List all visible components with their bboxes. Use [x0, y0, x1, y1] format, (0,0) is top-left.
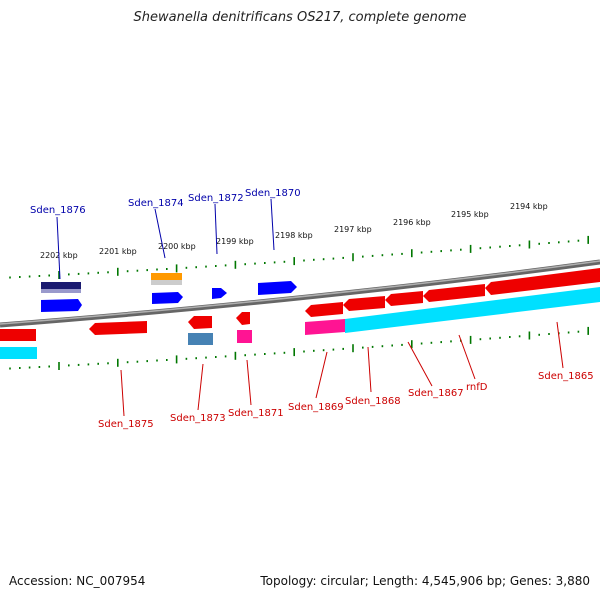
- kbp-label-2198: 2198 kbp: [275, 231, 313, 240]
- gene-sden-1873[interactable]: [188, 316, 212, 329]
- leader-sden-1869: [315, 351, 328, 399]
- label-sden-1868[interactable]: Sden_1868: [345, 396, 401, 407]
- leader-sden-1875: [120, 369, 125, 417]
- kbp-label-2200: 2200 kbp: [158, 242, 196, 251]
- label-sden-1874[interactable]: Sden_1874: [128, 198, 184, 209]
- label-sden-1865[interactable]: Sden_1865: [538, 371, 594, 382]
- kbp-label-2195: 2195 kbp: [451, 210, 489, 219]
- gene-sden-1870[interactable]: [258, 281, 297, 295]
- kbp-label-2197: 2197 kbp: [334, 225, 372, 234]
- label-sden-1871[interactable]: Sden_1871: [228, 408, 284, 419]
- kbp-label-2201: 2201 kbp: [99, 247, 137, 256]
- forward-genes: [0, 268, 600, 341]
- gene-sden-1871[interactable]: [236, 312, 250, 325]
- label-sden-1875[interactable]: Sden_1875: [98, 419, 154, 430]
- leader-sden-1870: [270, 198, 275, 251]
- kbp-label-2199: 2199 kbp: [216, 237, 254, 246]
- leader-sden-1873: [197, 363, 204, 411]
- topology-summary: Topology: circular; Length: 4,545,906 bp…: [260, 574, 590, 588]
- label-sden-1872[interactable]: Sden_1872: [188, 193, 244, 204]
- gene-sden-1869[interactable]: [305, 302, 343, 317]
- genome-title: Shewanella denitrificans OS217, complete…: [133, 10, 467, 25]
- gene-sden-1868[interactable]: [343, 296, 385, 311]
- feature-sden-1871-pink[interactable]: [237, 330, 252, 343]
- leader-sden-1867: [407, 341, 433, 387]
- label-sden-1870[interactable]: Sden_1870: [245, 188, 301, 199]
- leader-rnfd: [458, 334, 476, 380]
- accession-text: Accession: NC_007954: [9, 574, 146, 588]
- leader-sden-1868: [367, 346, 372, 393]
- feature-sden-1874-orange[interactable]: [151, 273, 182, 280]
- label-sden-1867[interactable]: Sden_1867: [408, 388, 464, 399]
- gene-sden-1875[interactable]: [89, 321, 147, 335]
- feature-cyan-left[interactable]: [0, 347, 37, 359]
- gene-sden-1874[interactable]: [152, 292, 183, 304]
- lower-lane-features: [0, 287, 600, 359]
- gene-sden-1867[interactable]: [385, 291, 423, 306]
- kbp-label-2194: 2194 kbp: [510, 202, 548, 211]
- leader-sden-1871: [246, 359, 252, 406]
- gene-left-edge[interactable]: [0, 329, 36, 341]
- label-rnfd[interactable]: rnfD: [466, 382, 488, 393]
- feature-sden-1876-pseudo-shade: [41, 289, 81, 293]
- genome-backbone-highlight: [0, 260, 600, 325]
- feature-sden-1876-pseudo[interactable]: [41, 282, 81, 290]
- leader-sden-1876: [56, 216, 61, 280]
- leader-sden-1865: [556, 321, 564, 369]
- feature-cyan-long[interactable]: [345, 287, 600, 333]
- label-leaders: [56, 198, 564, 417]
- gene-sden-1872[interactable]: [212, 288, 227, 299]
- label-sden-1869[interactable]: Sden_1869: [288, 402, 344, 413]
- gene-rnfd[interactable]: [423, 284, 485, 302]
- gene-sden-1876[interactable]: [41, 299, 82, 312]
- gene-sden-1865[interactable]: [485, 268, 600, 295]
- coordinate-ticks-bottom: [9, 326, 590, 370]
- feature-sden-1873-slate[interactable]: [188, 333, 213, 345]
- kbp-label-2196: 2196 kbp: [393, 218, 431, 227]
- label-sden-1873[interactable]: Sden_1873: [170, 413, 226, 424]
- feature-sden-1874-orange-shade: [151, 280, 182, 285]
- genome-backbone: [0, 259, 600, 328]
- label-sden-1876[interactable]: Sden_1876: [30, 205, 86, 216]
- coordinate-ticks-top: [9, 235, 590, 279]
- leader-sden-1874: [154, 208, 166, 259]
- leader-sden-1872: [214, 203, 218, 255]
- top-strand-features: [41, 273, 297, 312]
- feature-sden-1869-pink[interactable]: [305, 319, 345, 335]
